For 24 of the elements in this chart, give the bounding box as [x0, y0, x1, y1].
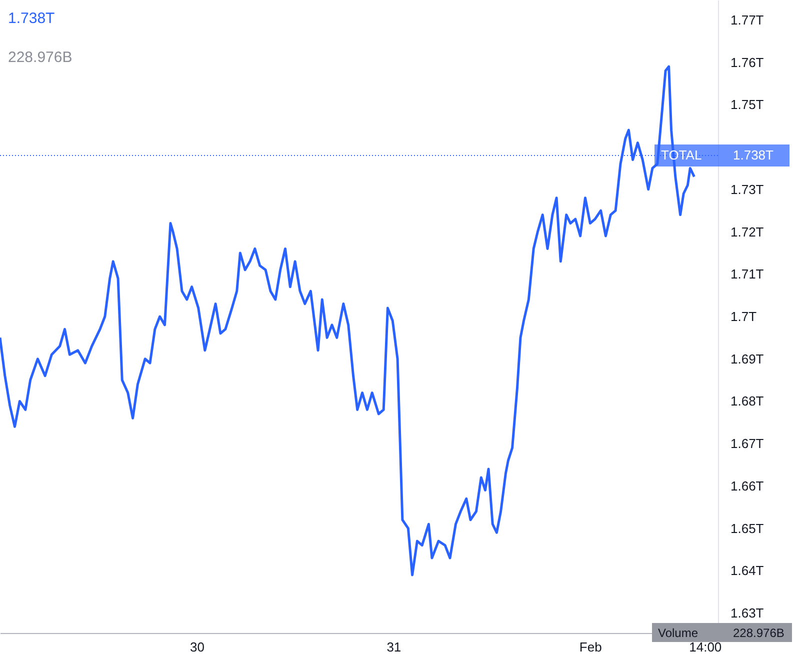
y-tick-label: 1.72T: [730, 224, 764, 240]
annotation: 228.976B: [8, 49, 72, 66]
y-tick-label: 1.68T: [730, 394, 764, 409]
y-tick-label: 1.75T: [730, 97, 764, 112]
y-tick-label: 1.71T: [730, 266, 764, 282]
annotation: Volume: [658, 626, 698, 640]
x-tick-label: 31: [386, 640, 402, 654]
y-tick-label: 1.64T: [730, 563, 764, 578]
text: 228.976B: [733, 626, 784, 640]
y-tick-label: 1.76T: [730, 54, 764, 70]
y-tick-label: 1.7T: [730, 309, 757, 324]
y-tick-label: 1.63T: [730, 606, 764, 621]
x-tick-label: 30: [190, 640, 204, 654]
x-tick-label: Feb: [579, 640, 602, 654]
y-tick-label: 1.67T: [730, 436, 764, 452]
y-tick-label: 1.65T: [730, 520, 764, 536]
ref-line-label: TOTAL: [661, 147, 702, 162]
y-tick-label: 1.69T: [730, 351, 764, 366]
text: 1.738T: [733, 147, 774, 162]
y-tick-label: 1.66T: [730, 478, 764, 494]
x-tick-label: 14:00: [689, 640, 722, 654]
y-tick-label: 1.77T: [730, 12, 764, 28]
annotation: 1.738T: [8, 10, 55, 27]
y-tick-label: 1.73T: [730, 182, 764, 197]
